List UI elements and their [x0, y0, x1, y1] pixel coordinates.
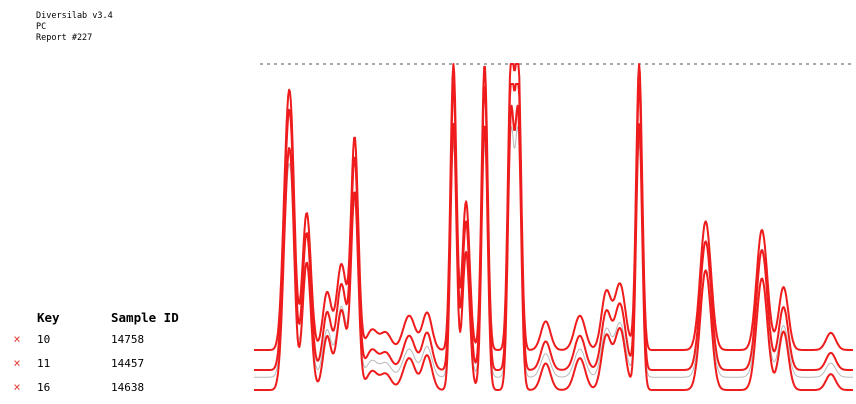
sample-trace-11 [254, 84, 853, 370]
sample-id-value: 14758 [111, 333, 144, 346]
key-row[interactable]: × 10 14758 [10, 332, 250, 356]
key-value: 10 [37, 333, 50, 346]
remove-x-icon[interactable]: × [10, 332, 24, 346]
key-value: 11 [37, 357, 50, 370]
sample-trace-10 [254, 64, 853, 350]
remove-x-icon[interactable]: × [10, 356, 24, 370]
sample-key-table: Key Sample ID × 10 14758 × 11 14457 × 16… [10, 310, 250, 404]
sample-id-value: 14457 [111, 357, 144, 370]
key-value: 16 [37, 381, 50, 394]
sample-id-value: 14638 [111, 381, 144, 394]
key-row[interactable]: × 11 14457 [10, 356, 250, 380]
key-table-header: Key Sample ID [10, 310, 250, 332]
key-row[interactable]: × 16 14638 [10, 380, 250, 404]
sample-trace-16 [254, 106, 853, 390]
sample-id-column-header: Sample ID [111, 310, 179, 325]
remove-x-icon[interactable]: × [10, 380, 24, 394]
traces-group [254, 64, 853, 390]
key-column-header: Key [37, 310, 60, 325]
